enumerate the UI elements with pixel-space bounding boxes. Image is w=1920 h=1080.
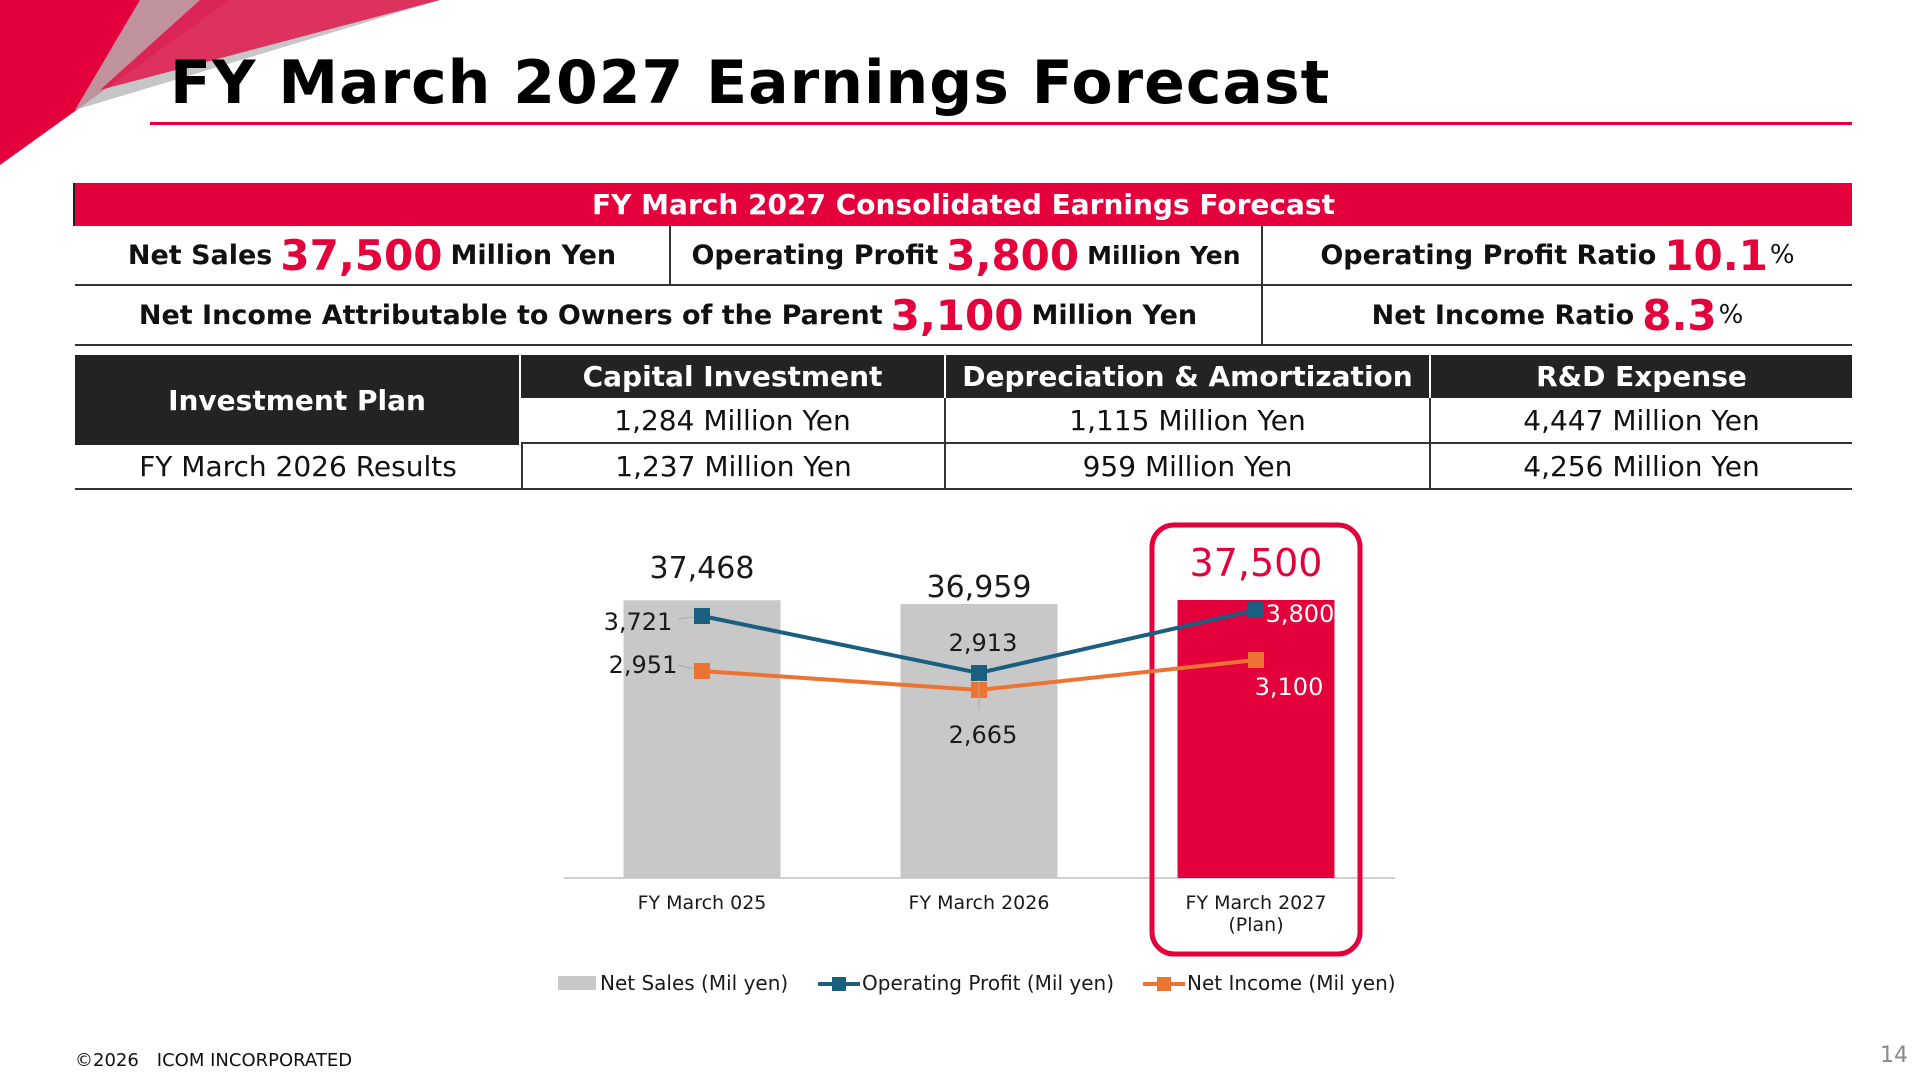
forecast-row-2: Net Income Attributable to Owners of the… — [75, 286, 1852, 346]
label-net-income-0: 2,951 — [609, 651, 678, 679]
operating-profit-ratio-cell: Operating Profit Ratio 10.1 % — [1261, 226, 1852, 284]
plan-highlight-frame — [1149, 522, 1363, 957]
net-income-ratio-label: Net Income Ratio — [1371, 299, 1635, 331]
plan-rd-expense: 4,447 Million Yen — [1429, 398, 1852, 442]
net-sales-cell: Net Sales 37,500 Million Yen — [75, 226, 669, 284]
operating-profit-ratio-label: Operating Profit Ratio — [1320, 239, 1657, 271]
copyright: ©2026 ICOM INCORPORATED — [75, 1050, 353, 1071]
net-income-ratio-unit: % — [1718, 300, 1744, 330]
category-label-2-line2: (Plan) — [1228, 914, 1283, 936]
category-label-2: FY March 2027 — [1186, 892, 1327, 914]
leader-ni-0 — [677, 664, 695, 670]
operating-profit-value: 3,800 — [946, 230, 1080, 280]
header-rd-expense: R&D Expense — [1429, 355, 1852, 398]
corner-decoration — [0, 0, 440, 165]
bar-label-1: 36,959 — [927, 570, 1032, 605]
marker-operating-profit-1 — [971, 665, 987, 681]
marker-operating-profit-2 — [1248, 602, 1264, 618]
net-sales-unit: Million Yen — [450, 239, 617, 271]
page-number: 14 — [1880, 1043, 1908, 1068]
category-label-1: FY March 2026 — [909, 892, 1050, 914]
forecast-header-edge — [73, 183, 76, 226]
label-operating-profit-0: 3,721 — [604, 608, 673, 636]
net-income-unit: Million Yen — [1031, 299, 1198, 331]
net-income-cell: Net Income Attributable to Owners of the… — [75, 286, 1261, 344]
legend-swatch-net-sales — [558, 976, 596, 990]
operating-profit-label: Operating Profit — [691, 239, 939, 271]
page-title: FY March 2027 Earnings Forecast — [170, 48, 1331, 118]
net-sales-label: Net Sales — [127, 239, 273, 271]
investment-header-row: Capital Investment Depreciation & Amorti… — [521, 355, 1852, 398]
operating-profit-unit: Million Yen — [1087, 240, 1241, 270]
operating-profit-ratio-unit: % — [1769, 240, 1795, 270]
results-depreciation: 959 Million Yen — [944, 444, 1429, 488]
marker-operating-profit-0 — [694, 608, 710, 624]
bar-label-2: 37,500 — [1190, 541, 1323, 585]
category-label-0: FY March 025 — [638, 892, 767, 914]
plan-capital-investment: 1,284 Million Yen — [614, 403, 851, 437]
net-income-label: Net Income Attributable to Owners of the… — [138, 299, 883, 331]
results-capital-investment: 1,237 Million Yen — [521, 444, 944, 488]
investment-plan-row: 1,284 Million Yen 1,115 Million Yen 4,44… — [521, 398, 1852, 444]
marker-net-income-0 — [694, 663, 710, 679]
net-income-ratio-cell: Net Income Ratio 8.3 % — [1261, 286, 1852, 344]
net-income-ratio-value: 8.3 — [1642, 290, 1717, 340]
label-operating-profit-2: 3,800 — [1266, 600, 1335, 628]
net-sales-value: 37,500 — [280, 230, 443, 280]
bar-label-0: 37,468 — [650, 551, 755, 586]
forecast-header: FY March 2027 Consolidated Earnings Fore… — [75, 183, 1852, 226]
operating-profit-cell: Operating Profit 3,800 Million Yen — [669, 226, 1261, 284]
legend-marker-net-income — [1157, 977, 1171, 991]
marker-net-income-2 — [1248, 652, 1264, 668]
legend-label-net-income: Net Income (Mil yen) — [1187, 971, 1396, 995]
investment-plan-label: Investment Plan — [75, 355, 519, 445]
header-capital-investment: Capital Investment — [582, 360, 883, 393]
label-net-income-1: 2,665 — [949, 721, 1018, 749]
investment-results-row: FY March 2026 Results 1,237 Million Yen … — [75, 444, 1852, 490]
results-rd-expense: 4,256 Million Yen — [1429, 444, 1852, 488]
label-operating-profit-1: 2,913 — [949, 629, 1018, 657]
label-net-income-2: 3,100 — [1255, 673, 1324, 701]
legend-marker-operating-profit — [832, 977, 846, 991]
results-label: FY March 2026 Results — [139, 449, 457, 483]
legend-label-operating-profit: Operating Profit (Mil yen) — [862, 971, 1114, 995]
bar-net-sales-2 — [1177, 600, 1335, 878]
plan-depreciation: 1,115 Million Yen — [944, 398, 1429, 442]
leader-op-0 — [677, 616, 695, 620]
forecast-row-1: Net Sales 37,500 Million Yen Operating P… — [75, 226, 1852, 286]
title-divider — [150, 122, 1852, 125]
bar-net-sales-0 — [623, 600, 781, 878]
legend-label-net-sales: Net Sales (Mil yen) — [600, 971, 788, 995]
operating-profit-ratio-value: 10.1 — [1664, 230, 1768, 280]
net-income-value: 3,100 — [890, 290, 1024, 340]
header-depreciation: Depreciation & Amortization — [944, 355, 1429, 398]
bar-net-sales-1 — [900, 604, 1058, 878]
